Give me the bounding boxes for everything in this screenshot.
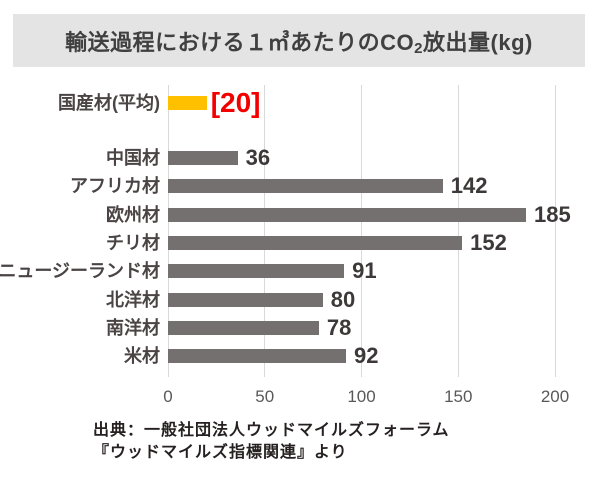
value-label: 152 xyxy=(470,229,507,255)
source-note: 出典：一般社団法人ウッドマイルズフォーラム 『ウッドマイルズ指標関連』より xyxy=(93,420,450,464)
chart-title-subscript: 2 xyxy=(414,39,424,57)
bar xyxy=(168,179,443,194)
category-label: 米材 xyxy=(124,346,160,367)
value-label: 92 xyxy=(354,343,379,369)
bar xyxy=(168,320,319,335)
source-note-line1: 出典：一般社団法人ウッドマイルズフォーラム xyxy=(93,422,450,439)
value-label: 36 xyxy=(245,145,271,170)
chart-title-post: 放出量(kg) xyxy=(423,29,533,55)
bar xyxy=(168,151,238,165)
x-tick-label-200: 200 xyxy=(540,387,570,406)
gridline-50 xyxy=(264,85,266,377)
gridline-0 xyxy=(167,85,169,377)
category-label: ニュージーランド材 xyxy=(0,261,160,282)
chart-title-bar: 輸送過程における１㎥あたりのCO2放出量(kg) xyxy=(13,14,585,67)
chart-title: 輸送過程における１㎥あたりのCO2放出量(kg) xyxy=(65,25,533,57)
chart-title-pre: 輸送過程における１㎥あたりのCO xyxy=(65,29,415,55)
category-label: 北洋材 xyxy=(106,289,160,310)
x-tick-label-150: 150 xyxy=(444,387,473,406)
category-label: 南洋材 xyxy=(106,317,160,338)
source-note-line2: 『ウッドマイルズ指標関連』より xyxy=(93,444,348,461)
value-label: 78 xyxy=(326,314,352,340)
bar xyxy=(168,292,323,307)
bar xyxy=(168,96,207,110)
bar xyxy=(168,207,526,222)
value-label: 185 xyxy=(533,201,571,227)
gridline-200 xyxy=(554,85,556,377)
bar xyxy=(168,235,463,250)
value-label: 80 xyxy=(330,286,356,312)
category-label: チリ材 xyxy=(106,232,160,253)
x-tick-label-100: 100 xyxy=(347,387,376,406)
bar xyxy=(168,349,347,364)
value-label: 91 xyxy=(352,258,377,284)
x-tick-label-50: 50 xyxy=(255,387,275,406)
category-label: 欧州材 xyxy=(106,204,160,225)
bar xyxy=(168,264,345,279)
x-tick-label-0: 0 xyxy=(163,387,173,406)
value-label: 142 xyxy=(450,173,488,199)
category-label: 国産材(平均) xyxy=(58,93,160,113)
gridline-100 xyxy=(361,85,362,377)
category-label: 中国材 xyxy=(106,148,160,168)
value-label: [20] xyxy=(210,87,261,118)
category-label: アフリカ材 xyxy=(70,176,160,197)
gridline-150 xyxy=(457,85,459,377)
